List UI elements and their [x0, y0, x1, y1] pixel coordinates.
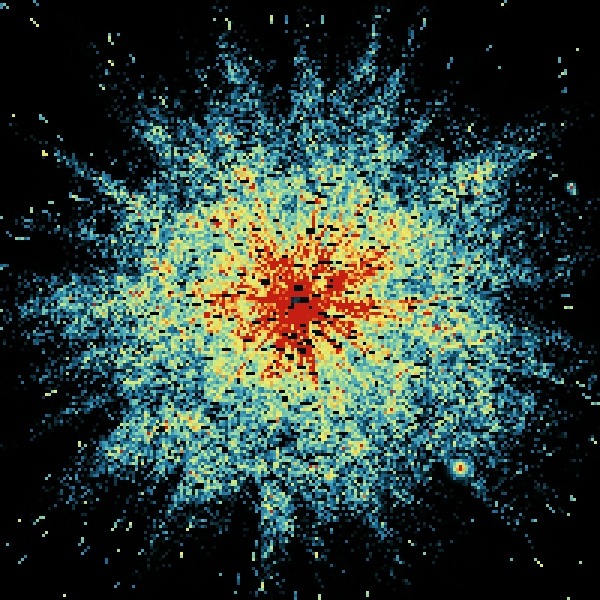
- image-viewport: [0, 0, 600, 600]
- intensity-heatmap-canvas: [0, 0, 600, 600]
